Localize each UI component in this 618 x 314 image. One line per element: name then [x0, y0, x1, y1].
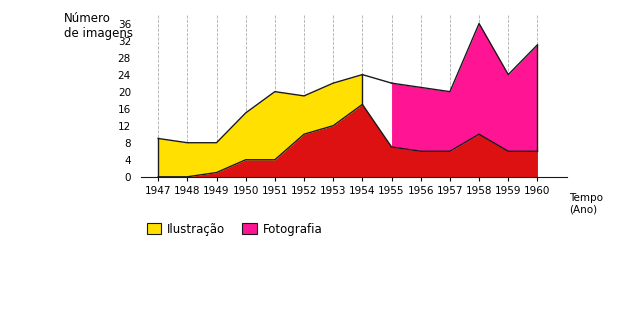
Y-axis label: Número
de imagens: Número de imagens	[64, 12, 132, 40]
Text: Tempo
(Ano): Tempo (Ano)	[569, 193, 603, 214]
Legend: Ilustração, Fotografia: Ilustração, Fotografia	[146, 223, 322, 236]
